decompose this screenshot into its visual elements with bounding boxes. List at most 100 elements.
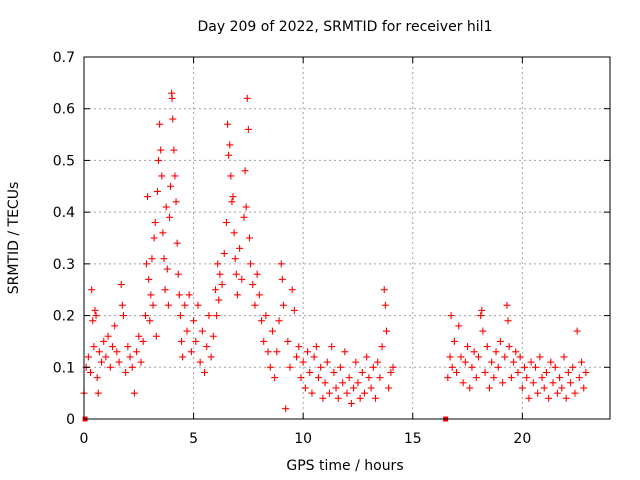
data-point	[89, 317, 97, 325]
data-point	[523, 374, 531, 382]
data-point	[485, 384, 493, 392]
data-point	[505, 343, 513, 351]
data-point	[111, 322, 119, 330]
data-point	[578, 358, 586, 366]
y-tick-label: 0.2	[53, 309, 75, 325]
data-point	[343, 389, 351, 397]
data-point	[361, 389, 369, 397]
data-point	[582, 368, 590, 376]
data-point	[470, 348, 478, 356]
data-point	[301, 384, 309, 392]
data-point	[352, 358, 360, 366]
data-point	[84, 353, 92, 361]
data-point	[284, 337, 292, 345]
data-point	[558, 384, 566, 392]
data-point	[242, 203, 250, 211]
data-point	[288, 286, 296, 294]
data-point	[328, 343, 336, 351]
data-point	[569, 363, 577, 371]
data-point	[492, 348, 500, 356]
axis-ticks: 0 0.1 0.2 0.3 0.4 0.5 0.6 0.7 0 5 10 15 20	[53, 50, 610, 447]
x-tick-label: 10	[294, 431, 312, 447]
data-point	[483, 343, 491, 351]
data-point	[181, 301, 189, 309]
data-point	[271, 374, 279, 382]
data-point	[245, 234, 253, 242]
y-tick-label: 0.6	[53, 102, 75, 118]
x-tick-label: 5	[189, 431, 198, 447]
data-point	[146, 317, 154, 325]
data-point	[389, 363, 397, 371]
data-point	[507, 374, 515, 382]
data-point	[141, 312, 149, 320]
data-point	[183, 327, 191, 335]
data-point	[156, 120, 164, 128]
data-point	[229, 193, 237, 201]
data-point	[148, 255, 156, 263]
data-point	[168, 94, 176, 102]
data-point	[501, 353, 509, 361]
data-point	[102, 353, 110, 361]
data-point	[564, 368, 572, 376]
data-point	[306, 368, 314, 376]
data-point	[258, 317, 266, 325]
data-point	[95, 348, 103, 356]
data-point	[142, 260, 150, 268]
data-point	[580, 384, 588, 392]
y-tick-label: 0.4	[53, 205, 75, 221]
data-point	[172, 198, 180, 206]
data-point	[367, 384, 375, 392]
data-point	[516, 353, 524, 361]
data-point	[290, 306, 298, 314]
data-point	[457, 353, 465, 361]
data-point	[149, 301, 157, 309]
data-point	[153, 187, 161, 195]
data-point	[165, 213, 173, 221]
data-point	[93, 374, 101, 382]
data-point	[167, 182, 175, 190]
data-point	[551, 363, 559, 371]
data-point	[214, 260, 222, 268]
data-point	[496, 337, 504, 345]
chart-title: Day 209 of 2022, SRMTID for receiver hil…	[198, 19, 493, 35]
data-point	[371, 394, 379, 402]
data-point	[98, 358, 106, 366]
data-point	[104, 332, 112, 340]
data-point	[521, 363, 529, 371]
y-tick-label: 0.7	[53, 50, 75, 66]
data-point	[279, 301, 287, 309]
data-point	[171, 172, 179, 180]
data-point	[119, 312, 127, 320]
data-point	[382, 327, 390, 335]
data-point	[90, 343, 98, 351]
data-point	[130, 389, 138, 397]
data-point	[376, 374, 384, 382]
data-point	[233, 291, 241, 299]
data-point	[264, 348, 272, 356]
data-point	[213, 312, 221, 320]
data-point	[135, 332, 143, 340]
data-point	[122, 368, 130, 376]
data-point	[128, 363, 136, 371]
data-point	[317, 363, 325, 371]
data-point	[299, 358, 307, 366]
data-point	[387, 368, 395, 376]
data-point	[205, 312, 213, 320]
data-point	[321, 379, 329, 387]
data-point	[232, 270, 240, 278]
data-point	[161, 286, 169, 294]
data-point	[510, 358, 518, 366]
data-point	[115, 358, 123, 366]
data-point	[378, 343, 386, 351]
data-point	[468, 363, 476, 371]
data-point	[341, 348, 349, 356]
data-point	[151, 218, 159, 226]
data-point	[155, 156, 163, 164]
data-point	[363, 353, 371, 361]
data-point	[117, 281, 125, 289]
data-point	[381, 301, 389, 309]
data-point	[325, 389, 333, 397]
data-point	[225, 151, 233, 159]
